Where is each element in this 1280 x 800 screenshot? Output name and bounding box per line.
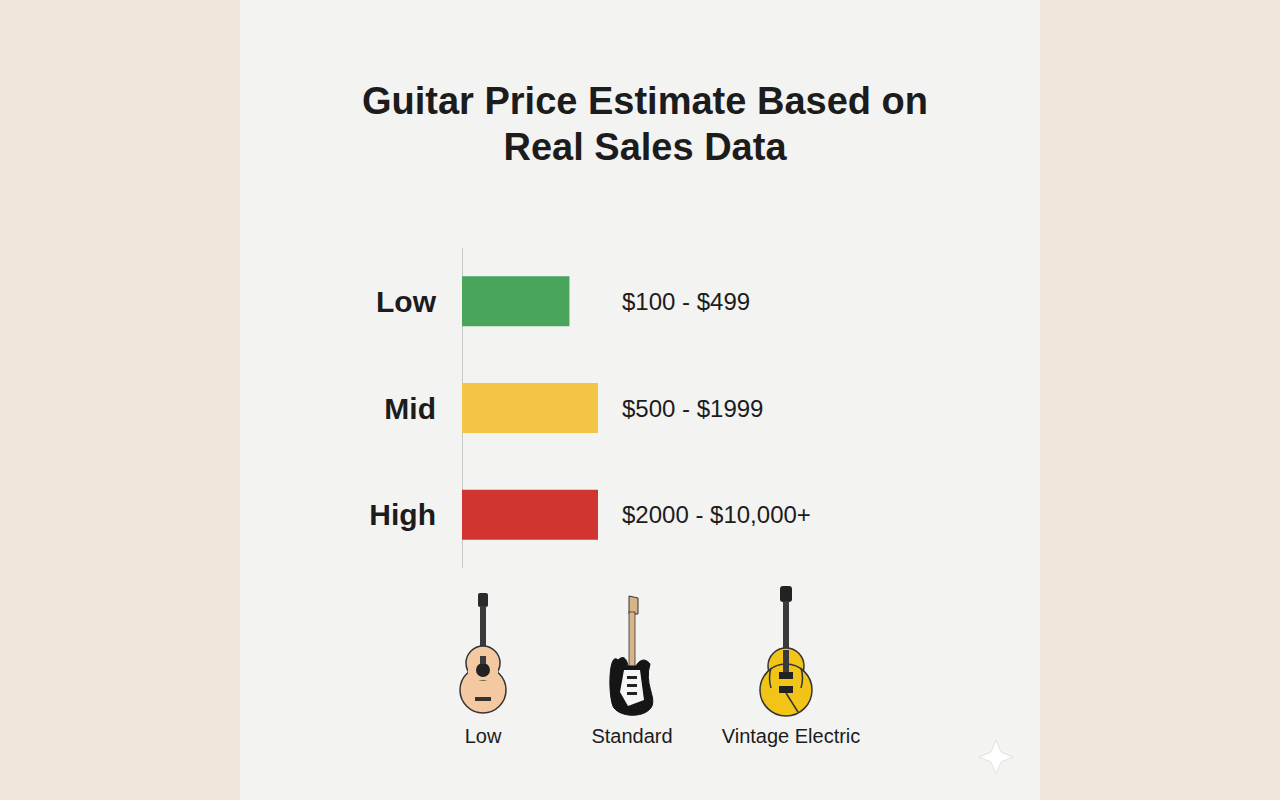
html-text:Guitar Price Estimate Based on: Guitar Price Estimate Based on Real Sale…	[362, 80, 928, 168]
svg-text:Standard: Standard	[591, 725, 672, 747]
svg-text:Vintage Electric: Vintage Electric	[722, 725, 861, 747]
svg-text:$500 - $1999: $500 - $1999	[622, 395, 763, 422]
svg-text:High: High	[369, 498, 436, 531]
svg-text:$100 - $499: $100 - $499	[622, 288, 750, 315]
svg-text:$2000 - $10,000+: $2000 - $10,000+	[622, 501, 811, 528]
svg-text:Mid: Mid	[384, 392, 436, 425]
svg-text:Low: Low	[376, 285, 437, 318]
svg-text:Low: Low	[465, 725, 502, 747]
